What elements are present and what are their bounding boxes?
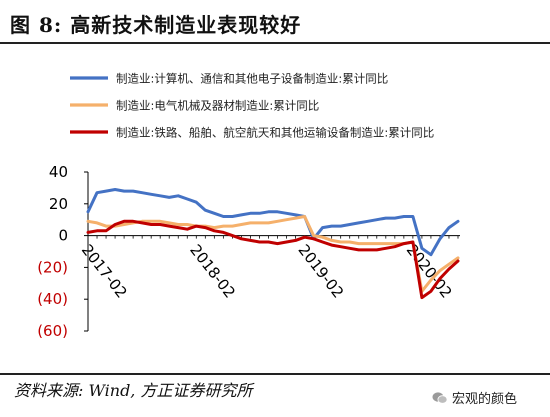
legend-label-3: 制造业:铁路、船舶、航空航天和其他运输设备制造业:累计同比: [116, 126, 434, 140]
series-layer: [86, 188, 460, 300]
x-tick-label: 2019-02: [294, 241, 347, 301]
source-note: 资料来源: Wind, 方正证券研究所: [14, 381, 253, 400]
top-rule: [0, 42, 550, 44]
x-tick-label: 2018-02: [186, 241, 239, 301]
figure-title: 图 8: 高新技术制造业表现较好: [10, 13, 302, 37]
watermark: 宏观的颜色: [432, 388, 517, 407]
watermark-text: 宏观的颜色: [452, 392, 518, 407]
y-tick-label: (60): [37, 322, 68, 340]
series-line-2: [86, 215, 460, 293]
x-tick-label: 2017-02: [78, 241, 131, 301]
y-tick-label: (20): [37, 258, 68, 276]
wechat-icon: [432, 391, 448, 404]
y-tick-label: (40): [37, 290, 68, 308]
y-tick-label: 20: [49, 195, 68, 213]
y-tick-label: 0: [58, 227, 68, 245]
y-tick-label: 40: [49, 163, 68, 181]
series-line-3: [86, 219, 460, 300]
legend-label-2: 制造业:电气机械及器材制造业:累计同比: [116, 99, 319, 113]
bottom-rule: [0, 373, 550, 375]
legend: 制造业:计算机、通信和其他电子设备制造业:累计同比制造业:电气机械及器材制造业:…: [70, 72, 434, 140]
legend-label-1: 制造业:计算机、通信和其他电子设备制造业:累计同比: [116, 72, 388, 86]
series-line-1: [86, 188, 460, 257]
